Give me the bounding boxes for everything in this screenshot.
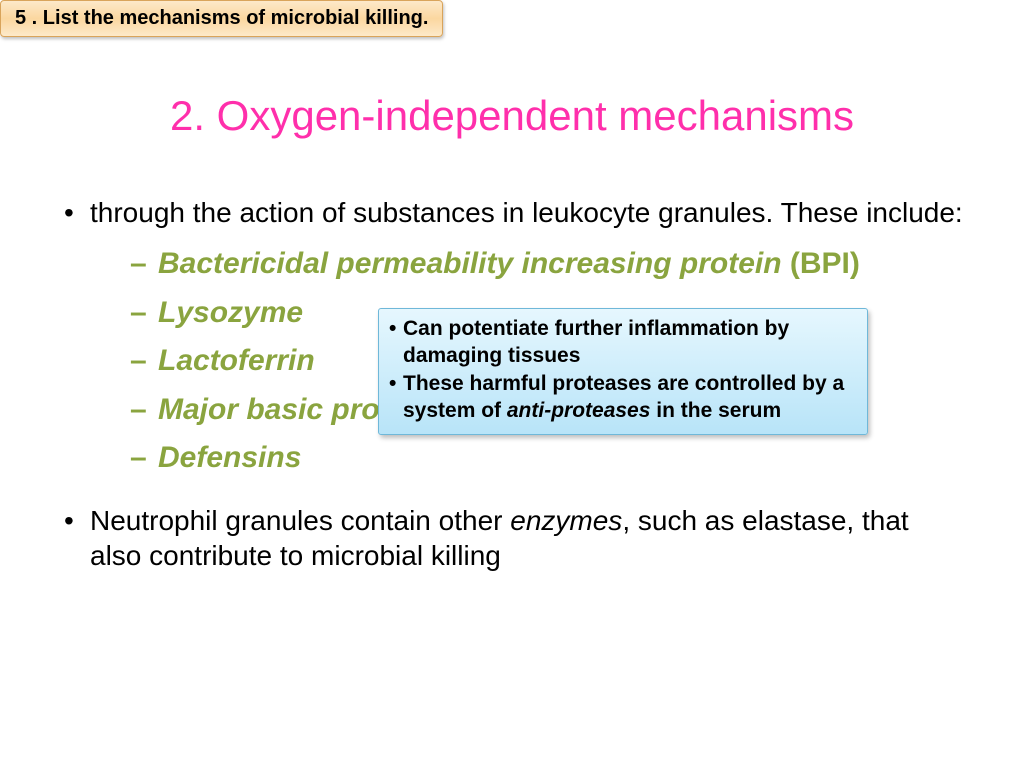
- list-item: Bactericidal permeability increasing pro…: [130, 244, 964, 285]
- callout-line: These harmful proteases are controlled b…: [389, 370, 857, 425]
- closing-pre: Neutrophil granules contain other: [90, 505, 510, 536]
- callout-line: Can potentiate further inflammation by d…: [389, 315, 857, 370]
- callout-pre: Can potentiate further inflammation by d…: [403, 317, 789, 367]
- intro-bullet: through the action of substances in leuk…: [60, 195, 964, 230]
- list-item-italic: Lysozyme: [158, 296, 303, 329]
- closing-em: enzymes: [510, 505, 622, 536]
- list-item-plain: (BPI): [782, 247, 860, 280]
- list-item-italic: Bactericidal permeability increasing pro…: [158, 247, 782, 280]
- list-item: Defensins: [130, 438, 964, 479]
- callout-box: Can potentiate further inflammation by d…: [378, 308, 868, 435]
- callout-em: anti-proteases: [507, 399, 651, 422]
- question-header-box: 5 . List the mechanisms of microbial kil…: [0, 0, 443, 37]
- list-item-italic: Defensins: [158, 441, 301, 474]
- callout-post: in the serum: [650, 399, 781, 422]
- question-header-text: 5 . List the mechanisms of microbial kil…: [15, 7, 428, 29]
- slide-title: 2. Oxygen-independent mechanisms: [0, 92, 1024, 140]
- list-item-italic: Lactoferrin: [158, 344, 315, 377]
- closing-bullet: Neutrophil granules contain other enzyme…: [60, 503, 964, 573]
